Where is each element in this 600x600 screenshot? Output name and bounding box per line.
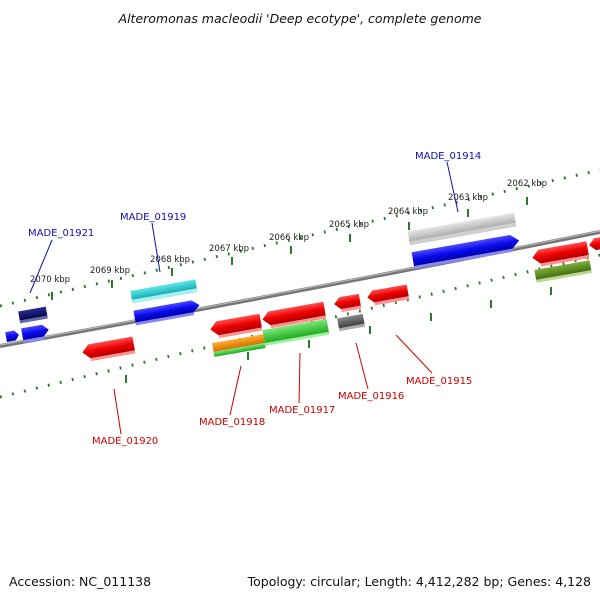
gene-made-01917[interactable] — [211, 318, 330, 357]
gene-made-01918[interactable] — [209, 313, 263, 340]
gene-label-made-01914[interactable]: MADE_01914 — [415, 151, 481, 162]
gene-label-made-01918[interactable]: MADE_01918 — [199, 417, 265, 428]
gene-made-01919[interactable] — [130, 279, 198, 304]
leader-made-01918 — [229, 365, 242, 416]
gene-unnamed-red[interactable] — [531, 241, 590, 267]
scale-label: 2062 kbp — [507, 179, 547, 189]
leader-made-01916 — [355, 342, 369, 390]
gene-unnamed-blue[interactable] — [133, 299, 201, 326]
scale-label: 2068 kbp — [150, 255, 190, 265]
scale-label: 2067 kbp — [209, 244, 249, 254]
leader-made-01920 — [113, 388, 122, 435]
genome-backbone — [0, 230, 600, 348]
gene-unnamed-blue[interactable] — [411, 234, 521, 270]
gene-unnamed-olive[interactable] — [534, 260, 592, 283]
gene-label-made-01921[interactable]: MADE_01921 — [28, 228, 94, 239]
leader-made-01917 — [298, 352, 301, 404]
leader-made-01919 — [151, 222, 161, 273]
gene-made-01920[interactable] — [81, 336, 136, 363]
gene-unnamed-blue[interactable] — [21, 324, 50, 344]
leader-made-01914 — [446, 161, 459, 213]
leader-made-01921 — [29, 239, 53, 294]
gene-label-made-01916[interactable]: MADE_01916 — [338, 391, 404, 402]
gene-label-made-01919[interactable]: MADE_01919 — [120, 212, 186, 223]
map-title: Alteromonas macleodii 'Deep ecotype', co… — [118, 11, 482, 26]
gene-label-made-01915[interactable]: MADE_01915 — [406, 376, 472, 387]
gene-unnamed-blue[interactable] — [5, 330, 20, 342]
scale-label: 2069 kbp — [90, 266, 130, 276]
gene-label-made-01917[interactable]: MADE_01917 — [269, 405, 335, 416]
label-leaders — [29, 161, 459, 435]
leader-made-01915 — [395, 334, 433, 374]
scale-label: 2063 kbp — [448, 193, 488, 203]
genome-backbone-highlight — [0, 230, 600, 346]
scale-label: 2070 kbp — [30, 275, 70, 285]
gene-label-made-01920[interactable]: MADE_01920 — [92, 436, 158, 447]
scale-label: 2066 kbp — [269, 233, 309, 243]
gene-made-01915[interactable] — [366, 284, 410, 306]
gene-unnamed-red[interactable] — [333, 293, 362, 313]
gene-made-01914[interactable] — [407, 212, 517, 246]
gene-unnamed-red[interactable] — [261, 301, 327, 330]
scale-label: 2065 kbp — [329, 220, 369, 230]
gene-made-01916[interactable] — [337, 313, 366, 332]
accession-text: Accession: NC_011138 — [9, 574, 151, 589]
major-ticks — [51, 197, 552, 383]
genome-summary-text: Topology: circular; Length: 4,412,282 bp… — [247, 574, 591, 589]
gene-unnamed-red[interactable] — [588, 236, 600, 251]
gene-made-01921[interactable] — [18, 306, 48, 324]
scale-label: 2064 kbp — [388, 207, 428, 217]
